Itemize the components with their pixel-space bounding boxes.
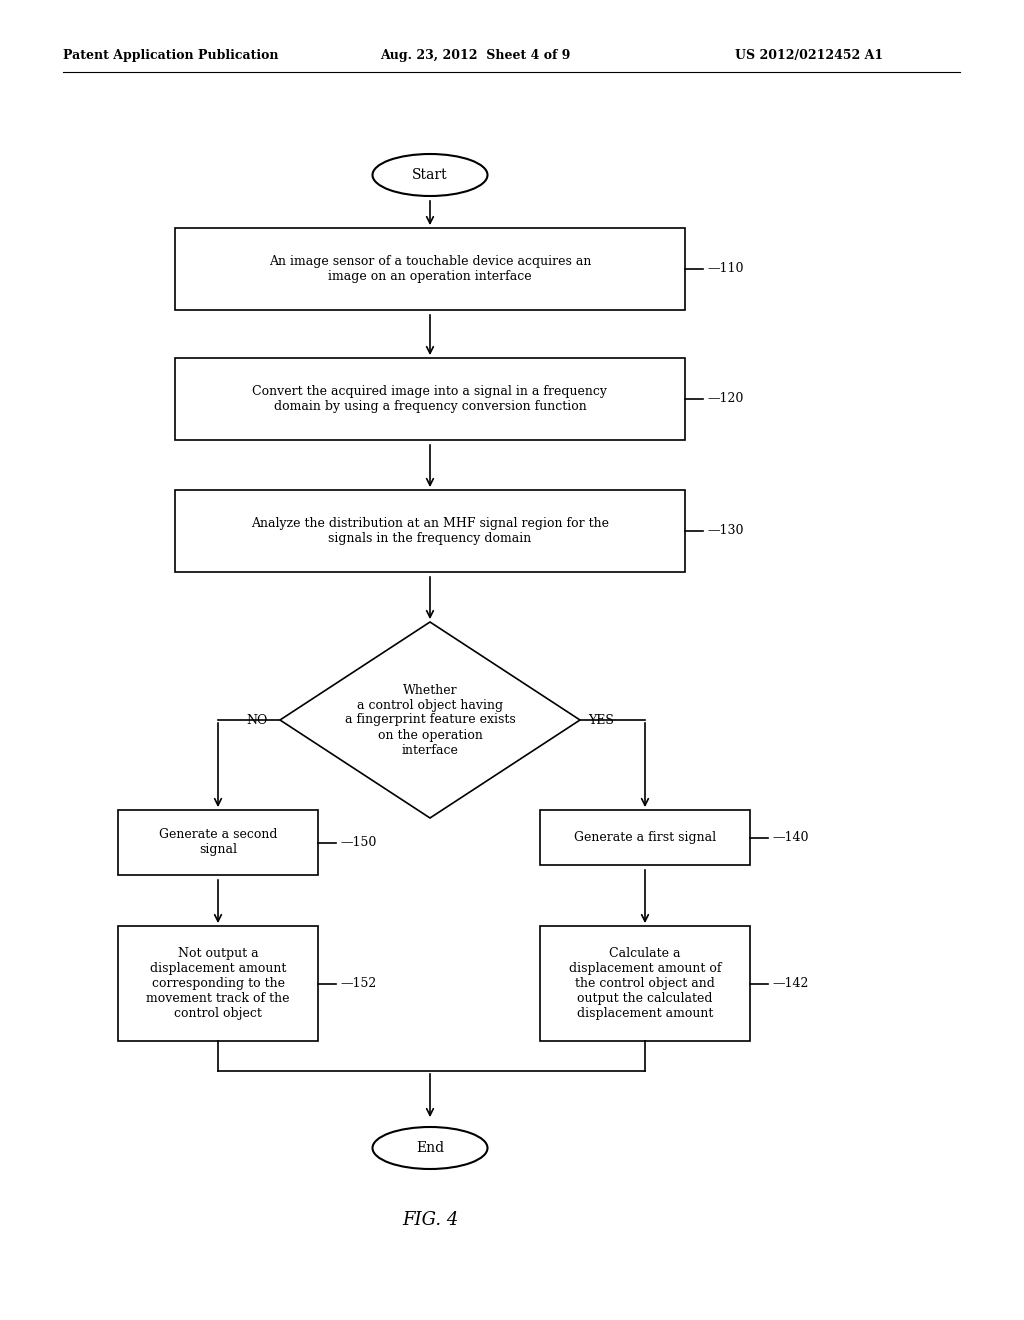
Text: Generate a second
signal: Generate a second signal (159, 829, 278, 857)
Text: —150: —150 (340, 836, 377, 849)
FancyBboxPatch shape (540, 927, 750, 1041)
Polygon shape (280, 622, 580, 818)
Text: —140: —140 (772, 832, 809, 843)
Ellipse shape (373, 154, 487, 195)
Text: Patent Application Publication: Patent Application Publication (63, 49, 279, 62)
Text: —130: —130 (707, 524, 743, 537)
Text: End: End (416, 1140, 444, 1155)
Text: US 2012/0212452 A1: US 2012/0212452 A1 (735, 49, 883, 62)
Text: NO: NO (247, 714, 268, 726)
FancyBboxPatch shape (175, 228, 685, 310)
Text: Calculate a
displacement amount of
the control object and
output the calculated
: Calculate a displacement amount of the c… (568, 946, 721, 1020)
Text: Generate a first signal: Generate a first signal (573, 832, 716, 843)
Text: —110: —110 (707, 263, 743, 276)
Text: Analyze the distribution at an MHF signal region for the
signals in the frequenc: Analyze the distribution at an MHF signa… (251, 517, 609, 545)
Text: Not output a
displacement amount
corresponding to the
movement track of the
cont: Not output a displacement amount corresp… (146, 946, 290, 1020)
FancyBboxPatch shape (118, 810, 318, 875)
Text: Start: Start (413, 168, 447, 182)
FancyBboxPatch shape (175, 358, 685, 440)
Ellipse shape (373, 1127, 487, 1170)
Text: Convert the acquired image into a signal in a frequency
domain by using a freque: Convert the acquired image into a signal… (253, 385, 607, 413)
Text: —120: —120 (707, 392, 743, 405)
Text: YES: YES (588, 714, 613, 726)
FancyBboxPatch shape (540, 810, 750, 865)
Text: FIG. 4: FIG. 4 (401, 1210, 458, 1229)
FancyBboxPatch shape (118, 927, 318, 1041)
Text: —152: —152 (340, 977, 376, 990)
Text: An image sensor of a touchable device acquires an
image on an operation interfac: An image sensor of a touchable device ac… (269, 255, 591, 282)
Text: Aug. 23, 2012  Sheet 4 of 9: Aug. 23, 2012 Sheet 4 of 9 (380, 49, 570, 62)
FancyBboxPatch shape (175, 490, 685, 572)
Text: Whether
a control object having
a fingerprint feature exists
on the operation
in: Whether a control object having a finger… (345, 684, 515, 756)
Text: —142: —142 (772, 977, 808, 990)
